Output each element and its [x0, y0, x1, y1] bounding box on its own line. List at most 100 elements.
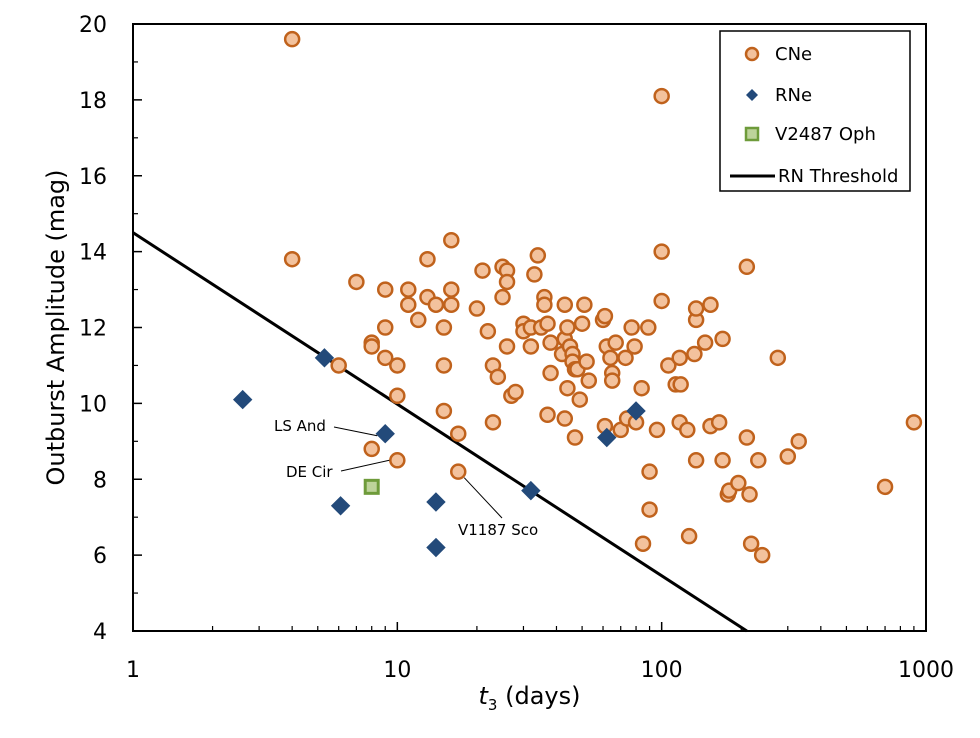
cne-point — [607, 334, 624, 351]
cne-point — [526, 266, 543, 283]
legend-label: CNe — [775, 44, 812, 65]
cne-point — [556, 296, 574, 313]
cne-point — [389, 452, 406, 469]
legend-rne-marker — [746, 89, 758, 101]
cne-point — [283, 30, 301, 48]
x-tick-label: 10 — [383, 658, 411, 683]
legend-label: RNe — [775, 85, 812, 106]
y-axis-title: Outburst Amplitude (mag) — [42, 169, 70, 485]
rne-point — [426, 492, 446, 512]
cne-point — [435, 402, 453, 420]
cne-point — [602, 349, 619, 367]
cne-point — [580, 372, 598, 389]
rne-point — [314, 348, 335, 368]
x-tick-label: 1000 — [898, 658, 954, 683]
cne-point — [633, 379, 650, 397]
cne-point — [714, 330, 731, 348]
legend-label: RN Threshold — [778, 166, 898, 187]
v2487-oph-point — [363, 478, 380, 495]
cne-point — [539, 406, 556, 424]
cne-point — [653, 243, 670, 260]
y-tick-label: 10 — [79, 392, 107, 417]
cne-point — [498, 338, 516, 355]
cne-point — [623, 319, 640, 336]
cne-point — [679, 421, 696, 439]
x-axis-title-sub: 3 — [488, 696, 498, 714]
cne-point — [790, 433, 807, 450]
cne-point — [696, 334, 714, 351]
rne-point — [375, 424, 395, 444]
cne-point — [738, 258, 756, 276]
annotation-leader — [340, 459, 390, 472]
y-tick-label: 8 — [93, 468, 107, 493]
cne-point — [753, 546, 771, 564]
x-axis-title-t: t — [479, 682, 490, 710]
cne-point — [363, 338, 380, 355]
cne-point — [489, 368, 507, 386]
cne-point — [556, 410, 574, 427]
cne-point — [363, 440, 380, 458]
cne-point — [653, 292, 670, 310]
cne-point — [376, 319, 394, 336]
cne-point — [660, 357, 677, 374]
cne-point — [498, 273, 516, 291]
cne-point — [348, 273, 365, 291]
y-tick-label: 16 — [79, 165, 107, 190]
cne-point — [435, 319, 453, 336]
cne-point — [750, 452, 767, 469]
cne-point — [576, 296, 593, 313]
cne-point — [640, 319, 657, 336]
x-axis-title: t3 (days) — [479, 682, 581, 714]
cne-point — [617, 349, 634, 367]
cne-point — [672, 376, 689, 393]
annotation-label: DE Cir — [286, 463, 333, 481]
cne-point — [641, 501, 658, 518]
cne-point — [603, 372, 621, 389]
cne-point — [573, 315, 591, 332]
cne-point — [539, 315, 556, 332]
legend: CNe RNe V2487 Oph RN Threshold — [719, 30, 911, 192]
cne-point — [687, 452, 705, 469]
cne-point — [686, 345, 703, 363]
cne-point — [507, 383, 524, 401]
cne-point — [468, 300, 486, 317]
annotation-label: LS And — [274, 417, 326, 435]
cne-point — [702, 296, 719, 313]
cne-point — [769, 349, 787, 367]
rne-point — [521, 480, 541, 501]
y-tick-label: 6 — [93, 544, 107, 569]
legend-cne-marker — [744, 46, 760, 62]
cne-point — [641, 463, 658, 480]
annotation-leader — [333, 426, 378, 437]
cne-point — [427, 296, 445, 313]
rne-point — [232, 389, 253, 410]
legend-box — [719, 30, 911, 192]
cne-point — [779, 448, 797, 465]
cne-point — [680, 527, 698, 545]
cne-point — [479, 323, 497, 340]
cne-point — [626, 338, 643, 355]
cne-point — [730, 474, 747, 492]
cne-point — [714, 452, 731, 469]
rne-point — [626, 401, 646, 421]
x-axis-title-rest: (days) — [497, 682, 580, 710]
cne-point — [738, 429, 756, 446]
annotation-label: V1187 Sco — [458, 521, 538, 539]
y-tick-label: 20 — [79, 13, 107, 38]
cne-point — [571, 391, 589, 408]
cne-point — [484, 414, 502, 431]
rne-point — [597, 427, 617, 448]
cne-point — [671, 349, 688, 367]
cne-point — [536, 296, 553, 313]
cne-point — [330, 357, 347, 374]
annotation-leader — [463, 477, 503, 519]
y-tick-label: 14 — [79, 241, 107, 266]
cne-point — [566, 429, 584, 446]
cne-point — [653, 87, 670, 105]
cne-point — [742, 535, 760, 552]
cne-point — [376, 349, 394, 367]
cne-point — [494, 288, 511, 306]
cne-point — [542, 364, 559, 382]
cne-point — [389, 357, 406, 374]
